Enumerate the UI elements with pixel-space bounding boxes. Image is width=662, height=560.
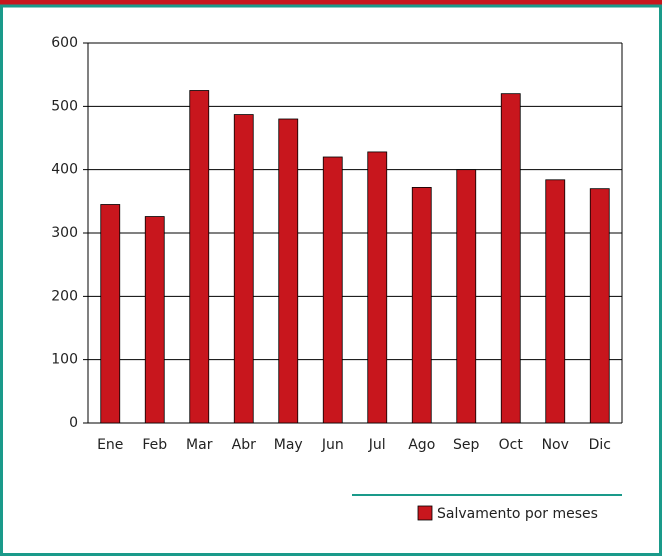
y-tick-label: 0 <box>69 415 78 431</box>
x-tick-label: Mar <box>186 437 213 453</box>
bar <box>456 169 477 424</box>
bar <box>278 118 299 424</box>
bar <box>500 93 521 424</box>
bar <box>411 186 432 424</box>
x-tick-label: Ene <box>97 437 123 453</box>
legend-swatch <box>417 505 433 521</box>
legend-label: Salvamento por meses <box>437 506 598 522</box>
bar <box>189 90 210 424</box>
x-tick-label: Ago <box>408 437 435 453</box>
bar <box>589 188 610 424</box>
y-tick-label: 600 <box>51 35 78 51</box>
x-tick-label: Abr <box>232 437 256 453</box>
x-tick-label: Oct <box>499 437 524 453</box>
bar <box>322 156 343 424</box>
y-tick-label: 200 <box>51 288 78 304</box>
frame <box>0 4 662 556</box>
y-tick-label: 100 <box>51 352 78 368</box>
bar <box>367 151 388 424</box>
x-tick-label: Jul <box>368 437 386 453</box>
y-tick-label: 400 <box>51 162 78 178</box>
bar <box>100 204 121 424</box>
bar <box>233 114 254 424</box>
x-tick-label: Feb <box>142 437 167 453</box>
y-tick-label: 500 <box>51 98 78 114</box>
x-tick-label: Sep <box>453 437 480 453</box>
bar <box>144 216 165 424</box>
x-tick-label: Dic <box>589 437 611 453</box>
x-tick-label: Jun <box>321 437 344 453</box>
x-tick-label: May <box>274 437 303 453</box>
top-strip <box>0 0 662 6</box>
x-tick-label: Nov <box>542 437 569 453</box>
bar <box>545 179 566 424</box>
y-tick-label: 300 <box>51 225 78 241</box>
